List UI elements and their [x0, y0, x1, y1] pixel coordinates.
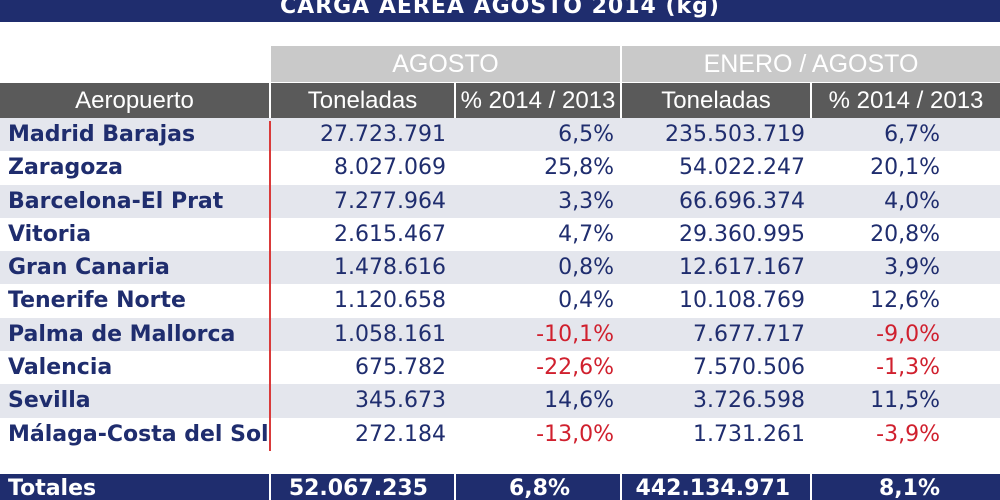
toneladas-agosto: 272.184	[355, 421, 446, 447]
totals-toneladas-enero-agosto: 442.134.971	[622, 474, 810, 500]
table-row: Gran Canaria 1.478.616 0,8% 12.617.167 3,9%	[0, 251, 1000, 285]
pct-agosto: 14,6%	[544, 388, 614, 414]
toneladas-agosto: 8.027.069	[334, 155, 446, 181]
pct-enero-agosto: 12,6%	[870, 288, 940, 314]
toneladas-enero-agosto: 66.696.374	[679, 188, 805, 214]
totals-label: Totales	[0, 474, 269, 500]
toneladas-enero-agosto: 1.731.261	[693, 421, 805, 447]
pct-enero-agosto: 4,0%	[884, 188, 940, 214]
toneladas-enero-agosto: 10.108.769	[679, 288, 805, 314]
table-title-text: CARGA AÉREA AGOSTO 2014 (kg)	[280, 0, 720, 19]
airport-name: Palma de Mallorca	[8, 321, 236, 347]
toneladas-enero-agosto: 29.360.995	[679, 221, 805, 247]
table-row: Valencia 675.782 -22,6% 7.570.506 -1,3%	[0, 351, 1000, 384]
airport-name: Gran Canaria	[8, 255, 170, 281]
pct-enero-agosto: 3,9%	[884, 255, 940, 281]
airport-name: Barcelona-El Prat	[8, 188, 224, 214]
table-row: Madrid Barajas 27.723.791 6,5% 235.503.719 6…	[0, 118, 1000, 152]
table-row: Sevilla 345.673 14,6% 3.726.598 11,5%	[0, 384, 1000, 418]
column-divider	[269, 121, 271, 451]
pct-enero-agosto: -3,9%	[876, 421, 940, 447]
pct-agosto: 0,8%	[558, 255, 614, 281]
toneladas-enero-agosto: 7.677.717	[693, 321, 805, 347]
pct-agosto: 0,4%	[558, 288, 614, 314]
airport-name: Zaragoza	[8, 155, 124, 181]
toneladas-enero-agosto: 235.503.719	[665, 122, 805, 147]
col-header-toneladas-agosto: Toneladas	[271, 83, 454, 118]
col-header-pct-agosto: % 2014 / 2013	[456, 83, 620, 118]
airport-name: Málaga-Costa del Sol	[8, 421, 269, 447]
toneladas-agosto: 345.673	[355, 388, 446, 414]
pct-enero-agosto: 20,1%	[870, 155, 940, 181]
toneladas-agosto: 27.723.791	[320, 122, 446, 147]
pct-agosto: -13,0%	[536, 421, 614, 447]
pct-agosto: -22,6%	[536, 355, 614, 381]
totals-pct-enero-agosto: 8,1%	[812, 474, 1000, 500]
group-header-enero-agosto: ENERO / AGOSTO	[622, 46, 1000, 82]
toneladas-enero-agosto: 54.022.247	[679, 155, 805, 181]
toneladas-agosto: 7.277.964	[334, 188, 446, 214]
totals-toneladas-agosto: 52.067.235	[271, 474, 454, 500]
pct-enero-agosto: -9,0%	[876, 321, 940, 347]
airport-name: Madrid Barajas	[8, 122, 196, 147]
toneladas-agosto: 675.782	[355, 355, 446, 381]
pct-agosto: 3,3%	[558, 188, 614, 214]
col-header-pct-enero-agosto: % 2014 / 2013	[812, 83, 1000, 118]
table-row: Zaragoza 8.027.069 25,8% 54.022.247 20,1%	[0, 151, 1000, 184]
group-header-agosto: AGOSTO	[271, 46, 620, 82]
pct-agosto: 25,8%	[544, 155, 614, 181]
table-row: Barcelona-El Prat 7.277.964 3,3% 66.696.374…	[0, 184, 1000, 218]
totals-pct-agosto: 6,8%	[456, 474, 620, 500]
col-header-aeropuerto: Aeropuerto	[0, 83, 269, 118]
pct-agosto: 6,5%	[558, 122, 614, 147]
toneladas-enero-agosto: 3.726.598	[693, 388, 805, 414]
airport-name: Sevilla	[8, 388, 91, 414]
toneladas-agosto: 1.478.616	[334, 255, 446, 281]
toneladas-agosto: 1.058.161	[334, 321, 446, 347]
pct-agosto: -10,1%	[536, 321, 614, 347]
pct-enero-agosto: 11,5%	[870, 388, 940, 414]
airport-name: Vitoria	[8, 221, 92, 247]
toneladas-agosto: 2.615.467	[334, 221, 446, 247]
pct-enero-agosto: 20,8%	[870, 221, 940, 247]
airport-name: Valencia	[8, 355, 113, 381]
table-row: Vitoria 2.615.467 4,7% 29.360.995 20,8%	[0, 218, 1000, 251]
toneladas-enero-agosto: 12.617.167	[679, 255, 805, 281]
table-title: CARGA AÉREA AGOSTO 2014 (kg)	[0, 0, 1000, 22]
table-row: Palma de Mallorca 1.058.161 -10,1% 7.677.71…	[0, 317, 1000, 352]
toneladas-agosto: 1.120.658	[334, 288, 446, 314]
pct-enero-agosto: -1,3%	[876, 355, 940, 381]
table-body: Madrid Barajas 27.723.791 6,5% 235.503.719 6…	[0, 118, 1000, 451]
toneladas-enero-agosto: 7.570.506	[693, 355, 805, 381]
pct-agosto: 4,7%	[558, 221, 614, 247]
pct-enero-agosto: 6,7%	[884, 122, 940, 147]
table-row: Tenerife Norte 1.120.658 0,4% 10.108.769 12,…	[0, 284, 1000, 317]
col-header-toneladas-enero-agosto: Toneladas	[622, 83, 810, 118]
table-row: Málaga-Costa del Sol 272.184 -13,0% 1.731.2…	[0, 418, 1000, 451]
airport-name: Tenerife Norte	[8, 288, 186, 314]
